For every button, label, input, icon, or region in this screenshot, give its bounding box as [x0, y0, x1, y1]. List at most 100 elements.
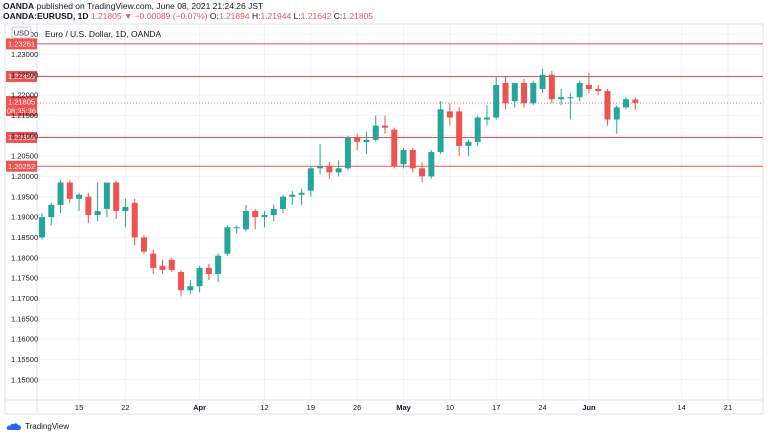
- candle-up: [474, 115, 481, 146]
- candle-down: [446, 103, 453, 126]
- low-value: 1.21642: [300, 11, 332, 21]
- candle-body: [400, 150, 407, 165]
- high-value: 1.21944: [260, 11, 292, 21]
- candle-up: [242, 204, 249, 232]
- time-tick-label: 19: [307, 403, 315, 412]
- open-value: 1.21894: [218, 11, 250, 21]
- candle-up: [289, 190, 296, 205]
- candle-up: [196, 265, 203, 293]
- level-tag: [6, 160, 37, 172]
- candle-body: [215, 255, 222, 274]
- level-label: 1.23261: [8, 39, 35, 48]
- time-tick-label: 17: [492, 403, 500, 412]
- candle-down: [548, 70, 555, 104]
- candle-up: [103, 182, 110, 218]
- tradingview-brand: TradingView: [25, 422, 70, 431]
- published-text: published on TradingView.com, June 08, 2…: [36, 1, 264, 11]
- candle-down: [66, 180, 73, 203]
- price-tick-label: 1.19500: [11, 192, 38, 201]
- publish-info: OANDA published on TradingView.com, June…: [3, 1, 263, 11]
- candle-down: [168, 257, 175, 272]
- candle-body: [233, 227, 240, 229]
- candle-body: [502, 82, 509, 104]
- candle-down: [326, 162, 333, 179]
- last-price-label: 1.21805: [8, 98, 35, 107]
- candle-down: [85, 192, 92, 224]
- candle-up: [224, 225, 231, 256]
- price-tick-label: 1.20500: [11, 152, 38, 161]
- candle-down: [521, 78, 528, 108]
- candle-body: [539, 74, 546, 90]
- ohlc-legend: OANDA:EURUSD, 1D 1.21805 ▼ −0.00089 (−0.…: [3, 11, 373, 21]
- candle-down: [205, 263, 212, 281]
- candle-up: [511, 82, 518, 108]
- candle-body: [456, 111, 463, 146]
- candle-up: [280, 194, 287, 214]
- candle-down: [354, 133, 361, 151]
- candle-up: [558, 89, 565, 106]
- price-tick-label: 1.21500: [11, 111, 38, 120]
- price-tick-label: 1.19000: [11, 213, 38, 222]
- candle-up: [122, 198, 129, 228]
- candle-body: [242, 210, 249, 230]
- candle-body: [48, 204, 55, 218]
- time-axis: 15 22 Apr 12 19 26 May 10 17 24 Jun 14 21: [75, 403, 732, 412]
- time-tick-label: 15: [75, 403, 83, 412]
- price-tick-label: 1.23000: [11, 50, 38, 59]
- candle-body: [178, 271, 185, 291]
- candle-up: [335, 160, 342, 177]
- price-tick-label: 1.20000: [11, 172, 38, 181]
- price-tick-label: 1.21000: [11, 131, 38, 140]
- candle-body: [224, 227, 231, 254]
- candle-body: [113, 182, 120, 211]
- candle-up: [372, 115, 379, 142]
- candle-body: [437, 109, 444, 153]
- tradingview-cloud-icon: [6, 423, 21, 430]
- price-tick-label: 1.16500: [11, 314, 38, 323]
- currency-label[interactable]: USD: [11, 26, 32, 39]
- candle-body: [567, 97, 574, 99]
- price-change: 1.21805 ▼ −0.00089 (−0.07%): [90, 11, 208, 21]
- candle-up: [261, 210, 268, 228]
- candle-down: [159, 259, 166, 274]
- symbol-label: OANDA:EURUSD, 1D: [3, 11, 89, 21]
- candle-body: [270, 208, 277, 216]
- candle-body: [428, 152, 435, 177]
- candle-up: [437, 101, 444, 155]
- candle-body: [261, 215, 268, 218]
- candle-body: [632, 99, 639, 103]
- candle-body: [372, 125, 379, 140]
- candle-up: [76, 192, 83, 211]
- candle-up: [400, 147, 407, 169]
- candle-up: [215, 253, 222, 283]
- candle-body: [548, 74, 555, 100]
- candle-body: [289, 194, 296, 197]
- candle-body: [196, 267, 203, 287]
- time-tick-label: 10: [446, 403, 454, 412]
- tradingview-logo[interactable]: TradingView: [6, 422, 69, 431]
- candle-body: [150, 253, 157, 268]
- close-value: 1.21805: [342, 11, 374, 21]
- candle-body: [595, 89, 602, 92]
- candle-body: [307, 168, 314, 191]
- candle-body: [483, 117, 490, 120]
- price-tick-label: 1.18000: [11, 253, 38, 262]
- candle-body: [511, 82, 518, 102]
- candle-down: [391, 127, 398, 169]
- candle-body: [85, 196, 92, 216]
- price-tick-label: 1.22500: [11, 70, 38, 79]
- candle-down: [252, 208, 259, 230]
- time-tick-label: 21: [724, 403, 732, 412]
- chart-title: Euro / U.S. Dollar, 1D, OANDA: [45, 29, 162, 39]
- time-tick-label: 22: [121, 403, 129, 412]
- candle-body: [493, 84, 500, 118]
- candle-down: [632, 97, 639, 110]
- candle-body: [623, 99, 630, 108]
- candle-up: [344, 135, 351, 171]
- candle-body: [187, 286, 194, 291]
- candle-body: [131, 202, 138, 238]
- candle-down: [419, 162, 426, 183]
- candle-body: [409, 150, 416, 169]
- candle-down: [131, 198, 138, 246]
